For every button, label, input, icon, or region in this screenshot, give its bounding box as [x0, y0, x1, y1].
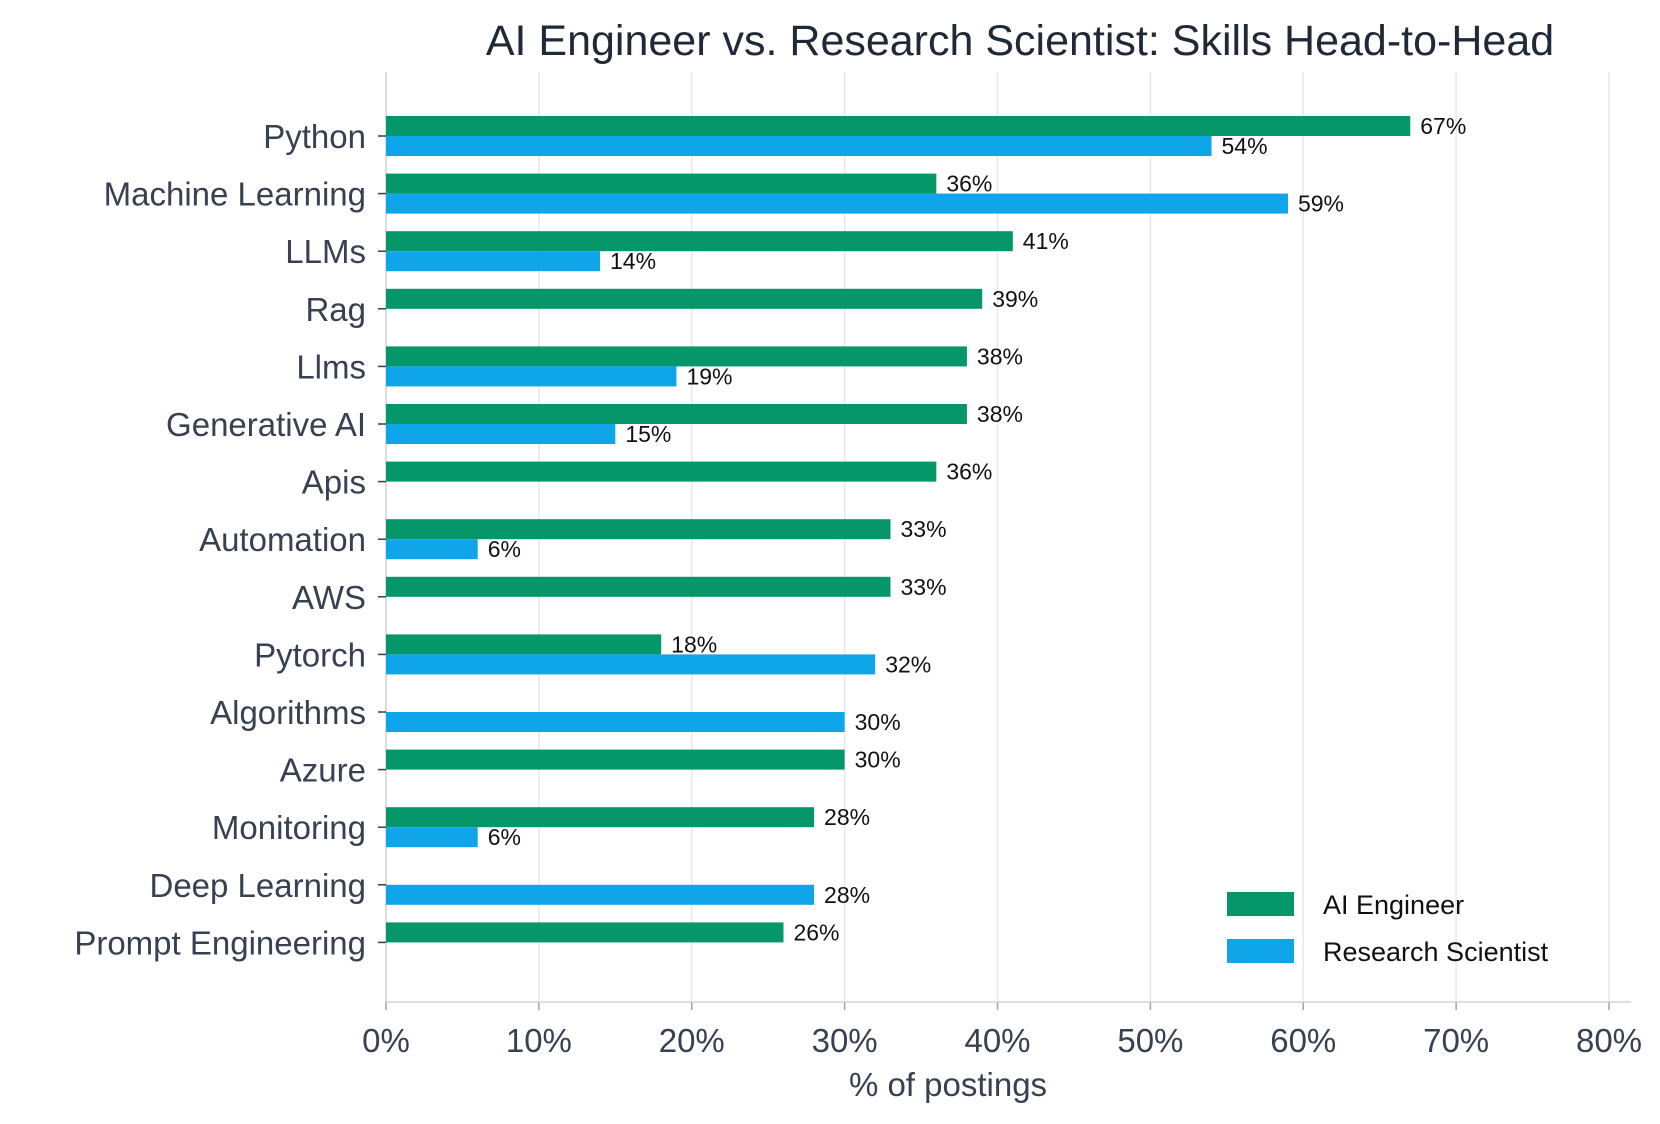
category-label-apis: Apis: [302, 464, 366, 501]
data-label-ai-engineer-prompt-engineering: 26%: [793, 919, 839, 945]
bar-ai-engineer-aws: [386, 576, 891, 597]
data-label-research-scientist-llms: 19%: [686, 363, 732, 389]
x-tick-label: 0%: [362, 1022, 410, 1059]
bar-research-scientist-deep-learning: [386, 884, 815, 905]
category-label-automation: Automation: [199, 521, 366, 558]
data-label-research-scientist-pytorch: 32%: [885, 651, 931, 677]
x-tick-label: 70%: [1423, 1022, 1489, 1059]
bar-ai-engineer-apis: [386, 461, 937, 482]
data-label-research-scientist-machine-learning: 59%: [1298, 191, 1344, 217]
data-label-ai-engineer-python: 67%: [1420, 113, 1466, 139]
data-label-ai-engineer-apis: 36%: [946, 459, 992, 485]
bar-ai-engineer-pytorch: [386, 634, 662, 655]
bar-ai-engineer-prompt-engineering: [386, 922, 784, 943]
x-tick-label: 10%: [506, 1022, 572, 1059]
category-label-prompt-engineering: Prompt Engineering: [74, 924, 366, 961]
bar-research-scientist-algorithms: [386, 712, 845, 732]
x-tick-label: 60%: [1270, 1022, 1336, 1059]
bars: [386, 116, 1411, 943]
category-label-rag: Rag: [305, 291, 366, 328]
bar-research-scientist-llms: [386, 251, 601, 272]
bar-ai-engineer-llms: [386, 231, 1013, 252]
legend-swatch-ai-engineer: [1227, 892, 1294, 916]
category-label-azure: Azure: [280, 752, 366, 789]
axes: 0% 10% 20% 30% 40% 50% 60% 70% 80%: [362, 72, 1642, 1059]
data-label-research-scientist-algorithms: 30%: [855, 709, 901, 735]
data-label-ai-engineer-llms: 41%: [1023, 228, 1069, 254]
bar-research-scientist-generative-ai: [386, 424, 616, 444]
bar-research-scientist-machine-learning: [386, 193, 1288, 214]
data-label-ai-engineer-rag: 39%: [992, 286, 1038, 312]
bar-ai-engineer-machine-learning: [386, 173, 937, 194]
bar-ai-engineer-llms: [386, 346, 967, 367]
data-labels: 67% 36% 41% 39% 38% 38% 36% 33% 33% 18% 30% 28% 26% 5…: [488, 113, 1467, 945]
category-label-llms: Llms: [296, 348, 366, 385]
category-label-pytorch: Pytorch: [254, 636, 366, 673]
data-label-ai-engineer-llms: 38%: [977, 343, 1023, 369]
category-label-aws: AWS: [292, 579, 366, 616]
x-tick-label: 50%: [1117, 1022, 1183, 1059]
data-label-research-scientist-deep-learning: 28%: [824, 882, 870, 908]
category-label-deep-learning: Deep Learning: [150, 867, 367, 904]
category-label-llms: LLMs: [285, 233, 366, 270]
category-label-algorithms: Algorithms: [210, 694, 366, 731]
gridlines: [385, 72, 1610, 1002]
bar-research-scientist-monitoring: [386, 827, 478, 848]
x-tick-label: 20%: [659, 1022, 725, 1059]
data-label-ai-engineer-pytorch: 18%: [671, 631, 717, 657]
x-tick-label: 80%: [1576, 1022, 1642, 1059]
legend-label-ai-engineer: AI Engineer: [1323, 890, 1464, 920]
bar-ai-engineer-generative-ai: [386, 404, 967, 424]
x-tick-label: 40%: [964, 1022, 1030, 1059]
bar-ai-engineer-azure: [386, 749, 845, 770]
category-labels: Python Machine Learning LLMs Rag Llms Generat…: [74, 118, 366, 961]
x-tick-label: 30%: [812, 1022, 878, 1059]
bar-ai-engineer-automation: [386, 519, 891, 540]
bar-ai-engineer-python: [386, 116, 1411, 136]
legend-swatch-research-scientist: [1227, 939, 1294, 963]
data-label-ai-engineer-generative-ai: 38%: [977, 401, 1023, 427]
data-label-research-scientist-monitoring: 6%: [488, 824, 521, 850]
data-label-ai-engineer-aws: 33%: [900, 574, 946, 600]
bar-ai-engineer-monitoring: [386, 807, 815, 828]
data-label-ai-engineer-azure: 30%: [855, 747, 901, 773]
chart-title: AI Engineer vs. Research Scientist: Skil…: [486, 17, 1554, 65]
legend-label-research-scientist: Research Scientist: [1323, 937, 1549, 967]
data-label-ai-engineer-machine-learning: 36%: [946, 171, 992, 197]
category-label-python: Python: [263, 118, 366, 155]
category-label-monitoring: Monitoring: [212, 809, 366, 846]
bar-research-scientist-python: [386, 136, 1212, 156]
bar-ai-engineer-rag: [386, 288, 983, 309]
category-label-machine-learning: Machine Learning: [104, 176, 366, 213]
category-label-generative-ai: Generative AI: [166, 406, 366, 443]
data-label-ai-engineer-monitoring: 28%: [824, 804, 870, 830]
data-label-research-scientist-automation: 6%: [488, 536, 521, 562]
data-label-research-scientist-generative-ai: 15%: [625, 421, 671, 447]
bar-research-scientist-llms: [386, 366, 677, 387]
data-label-ai-engineer-automation: 33%: [900, 516, 946, 542]
x-axis-label: % of postings: [849, 1066, 1047, 1103]
data-label-research-scientist-python: 54%: [1222, 133, 1268, 159]
legend: AI Engineer Research Scientist: [1227, 890, 1549, 967]
bar-research-scientist-automation: [386, 539, 478, 560]
data-label-research-scientist-llms: 14%: [610, 248, 656, 274]
bar-research-scientist-pytorch: [386, 654, 876, 675]
